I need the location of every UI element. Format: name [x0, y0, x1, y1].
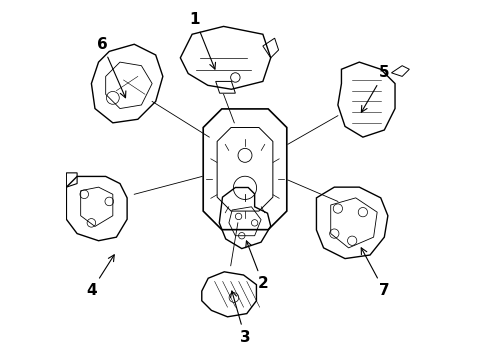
Text: 7: 7 — [361, 248, 390, 298]
Text: 3: 3 — [231, 291, 250, 345]
Text: 6: 6 — [97, 37, 126, 98]
Text: 1: 1 — [190, 12, 216, 69]
Text: 2: 2 — [246, 241, 268, 291]
Text: 4: 4 — [86, 255, 114, 298]
Text: 5: 5 — [361, 65, 390, 112]
